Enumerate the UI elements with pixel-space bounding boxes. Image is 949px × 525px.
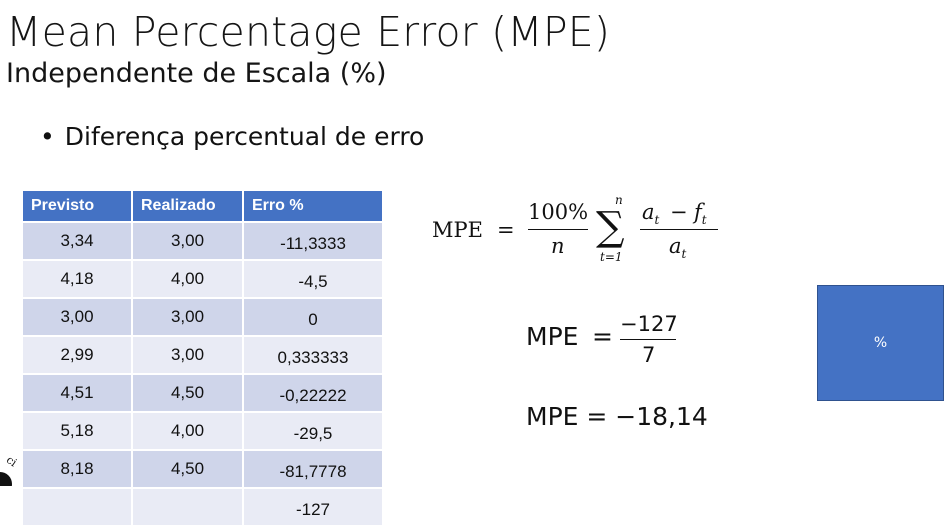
table-row: 4,18 4,00 -4,5 <box>23 259 384 298</box>
formula-minus: − <box>670 200 688 224</box>
cell-erro: -11,3333 <box>243 221 384 260</box>
formula-a: at <box>642 200 660 228</box>
table-row: 8,18 4,50 -81,7778 <box>23 449 384 488</box>
bullet-dot-icon: • <box>40 122 55 151</box>
mpe-result-formula: MPE = −18,14 <box>526 402 708 431</box>
cell-previsto: 3,00 <box>23 297 133 336</box>
formula-denominator-a: at <box>669 234 687 262</box>
table-row: 3,00 3,00 0 <box>23 297 384 336</box>
slide-subtitle: Independente de Escala (%) <box>6 58 387 89</box>
cell-previsto: 3,34 <box>23 221 133 260</box>
logo-fragment-icon: ci <box>0 453 20 486</box>
formula-numerator: −127 <box>620 312 678 336</box>
logo-fragment-text: ci <box>4 453 20 469</box>
cell-previsto: 8,18 <box>23 449 133 488</box>
formula-fraction-bar-2 <box>640 229 718 230</box>
formula-denominator: n <box>551 234 565 258</box>
cell-realizado: 3,00 <box>132 335 244 374</box>
formula-denominator: 7 <box>642 343 656 367</box>
header-previsto: Previsto <box>23 191 133 222</box>
cell-erro: -29,5 <box>243 411 384 450</box>
formula-sum-upper: n <box>615 193 623 207</box>
cell-realizado: 4,50 <box>132 373 244 412</box>
cell-realizado: 3,00 <box>132 297 244 336</box>
table-header-row: Previsto Realizado Erro % <box>23 191 384 222</box>
table-total-row: -127 <box>23 487 384 525</box>
cell-realizado <box>132 487 244 525</box>
header-realizado: Realizado <box>132 191 244 222</box>
header-erro: Erro % <box>243 191 384 222</box>
cell-previsto: 2,99 <box>23 335 133 374</box>
cell-previsto: 4,18 <box>23 259 133 298</box>
cell-previsto: 5,18 <box>23 411 133 450</box>
bullet-item: • Diferença percentual de erro <box>40 122 424 151</box>
formula-numerator: 100% <box>528 200 589 224</box>
bullet-text: Diferença percentual de erro <box>64 122 425 151</box>
cell-previsto <box>23 487 133 525</box>
cell-erro: -0,22222 <box>243 373 384 412</box>
cell-realizado: 4,00 <box>132 259 244 298</box>
table-row: 4,51 4,50 -0,22222 <box>23 373 384 412</box>
cell-erro: 0 <box>243 297 384 336</box>
percent-box-label: % <box>873 335 888 351</box>
cell-realizado: 4,00 <box>132 411 244 450</box>
cell-realizado: 3,00 <box>132 221 244 260</box>
formula-equals: = <box>592 322 613 351</box>
cell-previsto: 4,51 <box>23 373 133 412</box>
sigma-icon: ∑ <box>596 204 625 250</box>
percent-box: % <box>817 285 944 401</box>
formula-fraction-bar <box>620 339 676 340</box>
slide-title: Mean Percentage Error (MPE) <box>6 8 611 56</box>
table-row: 3,34 3,00 -11,3333 <box>23 221 384 260</box>
table-row: 5,18 4,00 -29,5 <box>23 411 384 450</box>
cell-erro: 0,333333 <box>243 335 384 374</box>
cell-erro: -81,7778 <box>243 449 384 488</box>
formula-lhs: MPE <box>432 218 483 242</box>
formula-lhs: MPE <box>526 322 579 351</box>
cell-erro: -4,5 <box>243 259 384 298</box>
formula-sum-lower: t=1 <box>600 250 623 264</box>
cell-erro-total: -127 <box>243 487 384 525</box>
formula-fraction-bar <box>528 229 588 230</box>
formula-f: ft <box>694 200 707 228</box>
formula-equals: = <box>497 218 515 242</box>
error-table: Previsto Realizado Erro % 3,34 3,00 -11,… <box>23 191 384 525</box>
cell-realizado: 4,50 <box>132 449 244 488</box>
table-row: 2,99 3,00 0,333333 <box>23 335 384 374</box>
